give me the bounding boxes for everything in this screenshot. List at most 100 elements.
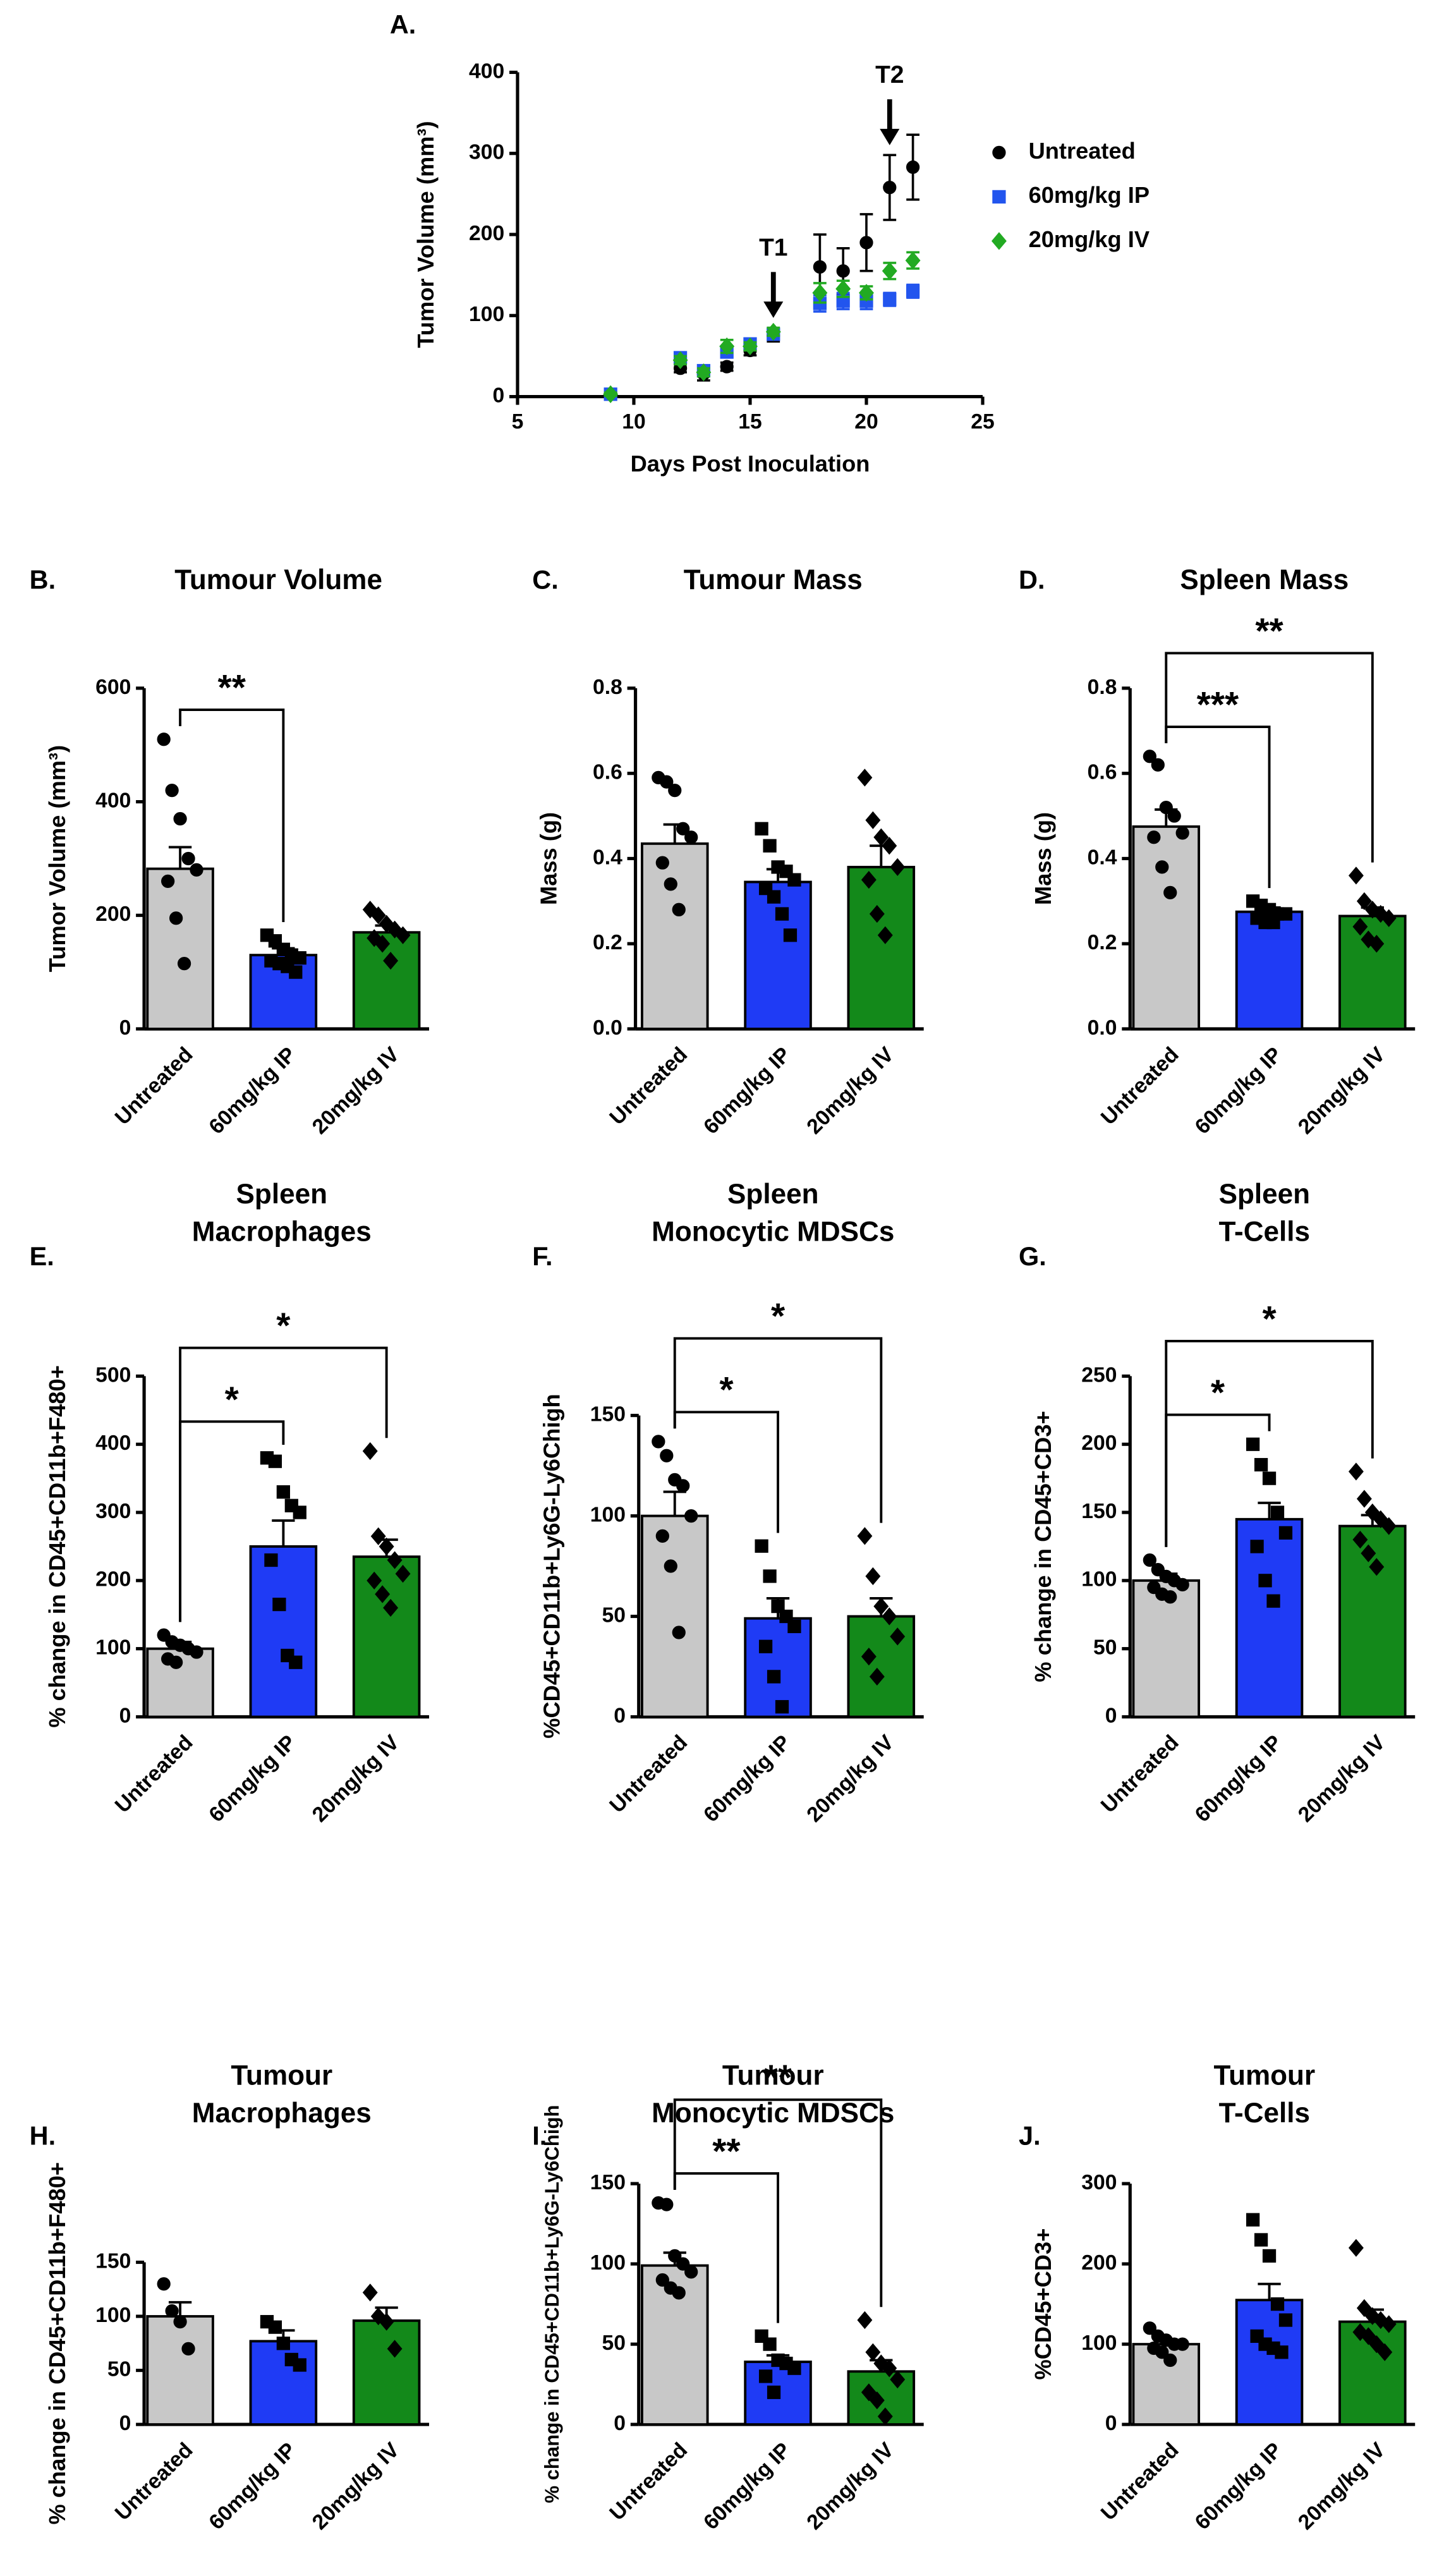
x-tick-label: Untreated [1096, 1043, 1183, 1129]
bar [1235, 910, 1304, 1030]
point [181, 2342, 195, 2355]
point [387, 2340, 403, 2358]
point [379, 2313, 394, 2331]
y-tick-label: 0 [1105, 2412, 1117, 2435]
panel-label: B. [30, 564, 56, 594]
significance-bracket [1165, 652, 1374, 863]
bar [744, 880, 812, 1030]
significance-label: ** [764, 2057, 792, 2098]
x-tick-label: Untreated [111, 1043, 197, 1129]
annotation: T1 [759, 234, 787, 261]
point [157, 732, 171, 746]
chart-title: T-Cells [1219, 2098, 1310, 2129]
x-tick-label: 60mg/kg IP [205, 1043, 301, 1139]
chart-title: Tumour [722, 2060, 824, 2091]
legend-label: 60mg/kg IP [1029, 182, 1150, 208]
point [882, 837, 897, 855]
point [763, 2337, 777, 2351]
panel-label: A. [390, 9, 416, 39]
bar [352, 931, 421, 1030]
point [173, 811, 187, 826]
point [1266, 1594, 1280, 1608]
point [293, 2358, 306, 2372]
point [758, 1639, 773, 1653]
chart-title: Macrophages [192, 2098, 372, 2129]
y-tick-label: 100 [95, 2304, 131, 2327]
point [992, 190, 1006, 204]
significance-bracket [673, 2098, 883, 2307]
arrow-head [880, 128, 900, 145]
point [1163, 1590, 1177, 1604]
point [387, 1551, 403, 1569]
point [719, 337, 735, 356]
y-axis-label: Mass (g) [535, 812, 561, 905]
y-tick-label: 0 [614, 1704, 626, 1727]
point [857, 769, 873, 787]
point [767, 1670, 781, 1684]
point [289, 965, 303, 979]
y-tick-label: 200 [95, 1568, 131, 1591]
point [1250, 1540, 1264, 1553]
point [603, 385, 619, 403]
y-tick-label: 0.8 [1088, 676, 1117, 699]
point [873, 828, 889, 846]
y-tick-label: 150 [1081, 1500, 1117, 1523]
point [857, 2311, 873, 2330]
error-bar [663, 1490, 686, 1516]
y-axis-label: %CD45+CD11b+Ly6G-Ly6Chigh [539, 1394, 565, 1739]
y-axis-label: Tumor Volume (mm³) [44, 745, 70, 972]
bar [1338, 915, 1407, 1030]
point [668, 783, 682, 798]
point [1147, 830, 1161, 844]
significance-label: ** [1255, 611, 1283, 651]
point [652, 1435, 665, 1449]
point [676, 2257, 690, 2271]
point [905, 251, 921, 270]
point [992, 145, 1006, 160]
y-tick-label: 0.4 [1088, 846, 1117, 869]
point [787, 1619, 801, 1634]
point [1356, 892, 1372, 910]
point [676, 822, 690, 836]
point [370, 2307, 386, 2326]
y-tick-label: 100 [1081, 1568, 1117, 1591]
point [890, 858, 906, 877]
point [362, 2283, 378, 2302]
y-tick-label: 0 [119, 1016, 131, 1040]
point [861, 1647, 877, 1666]
y-tick-label: 600 [95, 676, 131, 699]
point [1348, 1462, 1364, 1481]
error-bar [1258, 2282, 1281, 2301]
bar [1132, 825, 1201, 1030]
y-axis-label: Mass (g) [1030, 812, 1056, 905]
panel-label: G. [1019, 1241, 1046, 1271]
legend-label: 20mg/kg IV [1029, 226, 1150, 252]
point [877, 926, 893, 944]
point [375, 1585, 391, 1603]
y-axis-label: % change in CD45+CD3+ [1030, 1411, 1056, 1682]
point [836, 264, 850, 278]
point [1381, 1517, 1397, 1535]
point [869, 904, 885, 923]
y-tick-label: 0 [1105, 1704, 1117, 1727]
y-tick-label: 150 [590, 2171, 626, 2194]
point [190, 863, 203, 877]
chart-title: Spleen [236, 1179, 327, 1210]
point [763, 1569, 777, 1583]
point [684, 830, 698, 844]
point [758, 2369, 773, 2383]
bar [352, 1555, 421, 1718]
x-tick-label: Untreated [605, 1731, 692, 1818]
point [1167, 809, 1181, 823]
point [1246, 2213, 1260, 2227]
point [743, 337, 758, 356]
point [1175, 1577, 1189, 1591]
point [375, 935, 391, 953]
bar [146, 2315, 214, 2426]
point [169, 911, 183, 925]
point [1377, 2343, 1393, 2361]
point [1348, 2239, 1364, 2257]
point [1262, 2249, 1277, 2263]
point [165, 2304, 179, 2318]
bar [249, 2340, 318, 2426]
